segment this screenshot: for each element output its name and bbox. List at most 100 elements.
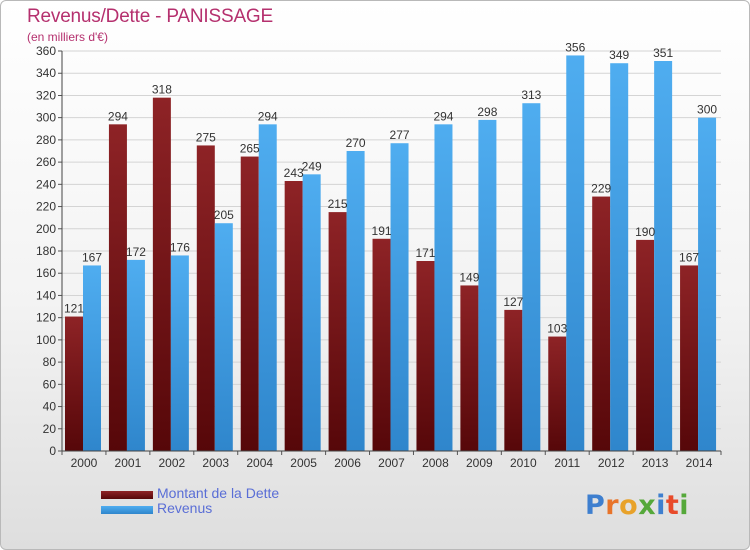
bar-dette	[680, 265, 699, 451]
y-tick-label: 0	[49, 444, 56, 458]
value-label: 191	[372, 224, 392, 238]
y-tick-label: 100	[36, 333, 56, 347]
logo-letter: r	[605, 490, 620, 521]
value-label: 127	[503, 295, 523, 309]
bar-dette	[108, 124, 127, 451]
bar-dette	[328, 212, 347, 451]
logo-letter: o	[619, 490, 639, 521]
value-label: 318	[152, 83, 172, 97]
logo-letter: i	[656, 490, 666, 521]
value-label: 171	[415, 246, 435, 260]
bars	[65, 55, 717, 452]
x-tick-label: 2006	[334, 456, 361, 470]
logo-letter: x	[638, 490, 657, 521]
value-label: 229	[591, 182, 611, 196]
bar-revenus	[302, 174, 321, 452]
logo-letter: i	[679, 490, 690, 521]
value-label: 243	[284, 166, 304, 180]
bar-revenus	[698, 117, 717, 452]
value-label: 172	[126, 245, 146, 259]
y-tick-label: 140	[36, 288, 56, 302]
bar-dette	[240, 156, 259, 452]
x-tick-label: 2009	[466, 456, 493, 470]
value-label: 313	[521, 88, 541, 102]
x-tick-label: 2000	[71, 456, 98, 470]
y-tick-label: 40	[43, 400, 57, 414]
logo-letter: t	[665, 490, 680, 521]
y-tick-label: 180	[36, 244, 56, 258]
x-tick-label: 2005	[290, 456, 317, 470]
value-label: 121	[64, 302, 84, 316]
bar-dette	[372, 238, 391, 451]
bar-dette	[548, 336, 567, 451]
bar-dette	[636, 239, 655, 451]
y-tick-label: 20	[43, 422, 57, 436]
x-tick-label: 2007	[378, 456, 405, 470]
value-label: 300	[697, 103, 717, 117]
value-label: 149	[459, 270, 479, 284]
value-label: 351	[653, 46, 673, 60]
bar-dette	[416, 261, 435, 451]
y-tick-label: 300	[36, 111, 56, 125]
y-tick-label: 60	[43, 377, 57, 391]
y-tick-label: 120	[36, 311, 56, 325]
value-label: 167	[82, 250, 102, 264]
value-label: 190	[635, 225, 655, 239]
bar-revenus	[434, 124, 453, 451]
bar-revenus	[390, 143, 409, 451]
bar-revenus	[83, 265, 101, 451]
bar-revenus	[170, 255, 189, 451]
bar-revenus	[346, 151, 365, 451]
bar-revenus	[566, 55, 585, 451]
x-tick-label: 2001	[115, 456, 142, 470]
value-label: 277	[390, 128, 410, 142]
y-tick-label: 280	[36, 133, 56, 147]
x-tick-label: 2010	[510, 456, 537, 470]
bar-dette	[284, 181, 303, 451]
legend-label-revenus: Revenus	[157, 500, 213, 516]
x-tick-label: 2002	[158, 456, 185, 470]
value-label: 275	[196, 130, 216, 144]
bar-revenus	[126, 259, 145, 451]
x-tick-label: 2004	[246, 456, 273, 470]
value-label: 349	[609, 48, 629, 62]
value-label: 205	[214, 208, 234, 222]
y-tick-label: 80	[43, 355, 57, 369]
legend-swatch-revenus	[101, 506, 153, 514]
y-tick-label: 240	[36, 177, 56, 191]
x-tick-label: 2008	[422, 456, 449, 470]
y-tick-label: 160	[36, 266, 56, 280]
chart-subtitle: (en milliers d'€)	[27, 30, 108, 44]
bar-revenus	[258, 124, 277, 451]
y-tick-label: 340	[36, 66, 56, 80]
y-tick-label: 320	[36, 88, 56, 102]
bar-revenus	[478, 119, 497, 451]
chart-title: Revenus/Dette - PANISSAGE	[27, 6, 273, 27]
value-label: 103	[547, 322, 567, 336]
y-tick-label: 360	[36, 44, 56, 58]
x-tick-label: 2012	[598, 456, 625, 470]
bar-dette	[152, 97, 171, 452]
bar-revenus	[654, 61, 673, 451]
legend-swatch-dette	[101, 491, 153, 499]
x-tick-label: 2003	[202, 456, 229, 470]
y-tick-label: 220	[36, 200, 56, 214]
bar-dette	[592, 196, 611, 451]
value-label: 356	[565, 40, 585, 54]
logo-letter: P	[585, 490, 606, 521]
bar-revenus	[610, 63, 629, 451]
legend-label-dette: Montant de la Dette	[157, 485, 280, 501]
value-label: 265	[240, 142, 260, 156]
value-label: 215	[328, 197, 348, 211]
proxiti-logo: Proxiti	[585, 490, 689, 521]
value-label: 167	[679, 250, 699, 264]
x-tick-label: 2014	[686, 456, 713, 470]
bar-dette	[65, 316, 83, 451]
bar-dette	[196, 145, 215, 451]
y-tick-label: 260	[36, 155, 56, 169]
bar-revenus	[214, 223, 233, 451]
bar-dette	[504, 309, 523, 451]
